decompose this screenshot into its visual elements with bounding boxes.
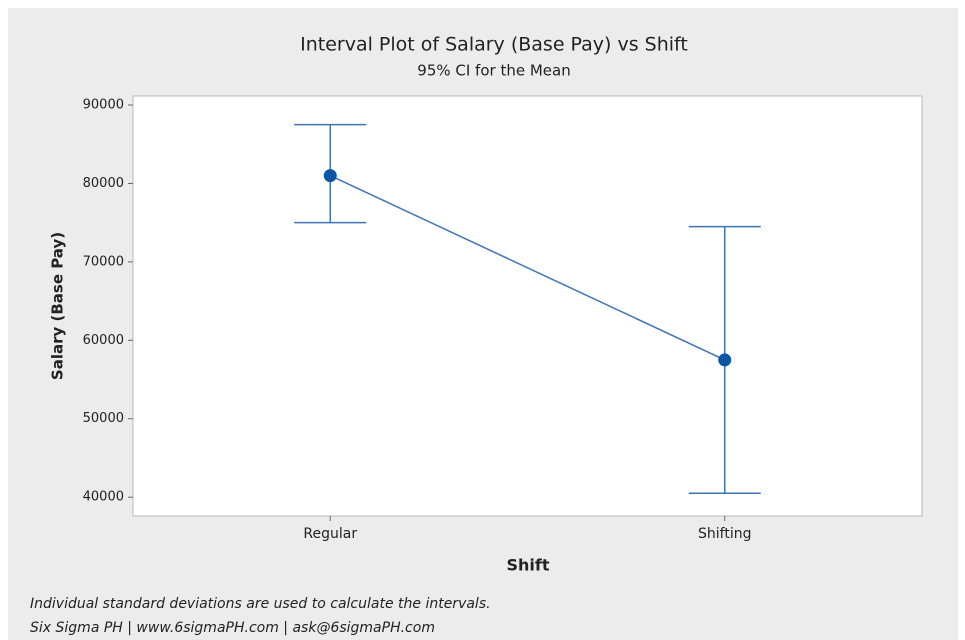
- y-tick-label: 80000: [83, 176, 124, 191]
- y-tick-label: 40000: [83, 490, 124, 505]
- x-tick-label: Shifting: [698, 526, 751, 542]
- y-axis-label: Salary (Base Pay): [49, 232, 67, 380]
- mean-line: [329, 174, 726, 361]
- footnote: Individual standard deviations are used …: [30, 596, 491, 612]
- mean-point: [718, 353, 732, 367]
- chart-title: Interval Plot of Salary (Base Pay) vs Sh…: [300, 34, 688, 56]
- plot-area: [132, 95, 923, 517]
- y-tick-label: 50000: [83, 411, 124, 426]
- y-tick-label: 90000: [83, 98, 124, 113]
- x-axis-label: Shift: [506, 556, 549, 575]
- x-tick-label: Regular: [303, 526, 357, 542]
- y-tick-label: 70000: [83, 254, 124, 269]
- y-tick-label: 60000: [83, 333, 124, 348]
- mean-point: [323, 169, 337, 183]
- footnote: Six Sigma PH | www.6sigmaPH.com | ask@6s…: [30, 620, 435, 636]
- chart-subtitle: 95% CI for the Mean: [417, 62, 570, 80]
